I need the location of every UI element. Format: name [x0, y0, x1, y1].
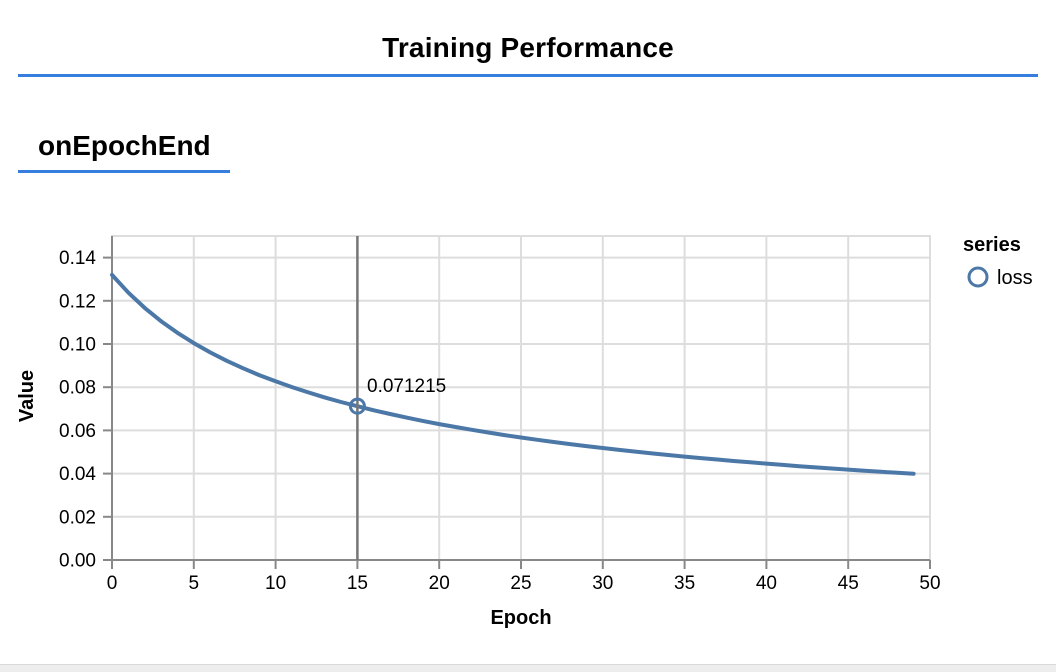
x-tick-label: 15	[347, 573, 368, 594]
page-title: Training Performance	[382, 32, 674, 63]
title-underline-rule	[18, 74, 1038, 77]
x-tick-label: 30	[592, 573, 613, 594]
highlight-layer	[348, 236, 366, 560]
y-tick-label: 0.08	[59, 378, 96, 399]
y-tick-label: 0.10	[59, 335, 96, 356]
y-tick-label: 0.04	[59, 464, 96, 485]
x-tick-label: 20	[429, 573, 450, 594]
y-tick-label: 0.12	[59, 291, 96, 312]
plot-hover-area[interactable]	[112, 236, 930, 560]
x-tick-label: 45	[838, 573, 859, 594]
x-tick-label: 50	[919, 573, 940, 594]
x-tick-label: 40	[756, 573, 777, 594]
x-tick-label: 0	[107, 573, 118, 594]
y-axis-title: Value	[16, 370, 38, 422]
x-tick-label: 25	[510, 573, 531, 594]
legend-label-loss: loss	[997, 267, 1033, 289]
legend-symbol-loss-icon	[967, 266, 989, 288]
y-tick-label: 0.14	[59, 248, 96, 269]
axis-layer: 0.00 0.02 0.04 0.06 0.08 0.10 0.12 0.14 0 5 10 15 20…	[59, 236, 941, 594]
y-tick-label: 0.00	[59, 551, 96, 572]
tooltip-value: 0.071215	[367, 376, 446, 397]
highlight-point-marker	[348, 397, 366, 415]
x-tick-label: 10	[265, 573, 286, 594]
page-bottom-divider	[0, 664, 1056, 672]
legend-title: series	[963, 234, 1021, 256]
section-heading: onEpochEnd	[38, 130, 211, 161]
x-tick-label: 35	[674, 573, 695, 594]
x-tick-label: 5	[189, 573, 200, 594]
series-layer	[110, 272, 916, 476]
y-tick-label: 0.02	[59, 507, 96, 528]
x-axis-title: Epoch	[490, 607, 551, 629]
section-underline-rule	[18, 170, 230, 173]
y-tick-label: 0.06	[59, 421, 96, 442]
series-line-loss	[110, 272, 916, 476]
